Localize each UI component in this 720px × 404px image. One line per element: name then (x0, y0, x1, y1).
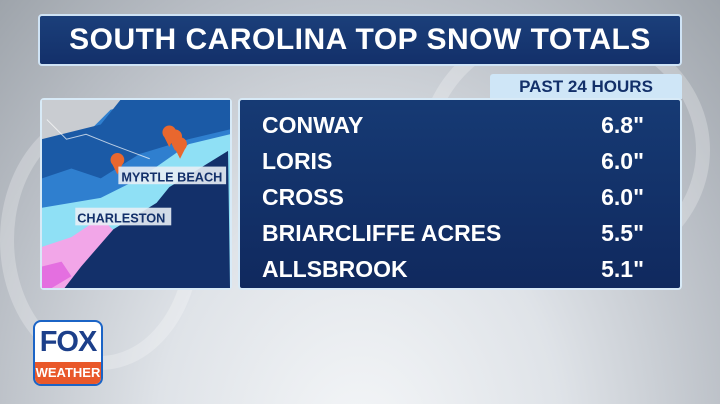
table-row: BRIARCLIFFE ACRES 5.5" (262, 220, 644, 247)
total: 5.5" (601, 220, 644, 246)
logo-weather: WEATHER (35, 362, 101, 384)
location: LORIS (262, 148, 333, 174)
total: 6.8" (601, 112, 644, 138)
table-row: CROSS 6.0" (262, 184, 644, 211)
location: BRIARCLIFFE ACRES (262, 220, 502, 246)
page-title: SOUTH CAROLINA TOP SNOW TOTALS (38, 14, 682, 66)
map-label-charleston: CHARLESTON (77, 210, 165, 225)
location: CONWAY (262, 112, 364, 138)
snow-totals-table: CONWAY 6.8" LORIS 6.0" CROSS 6.0" BRIARCLIF… (238, 98, 682, 290)
location: CROSS (262, 184, 344, 210)
table-row: ALLSBROOK 5.1" (262, 256, 644, 283)
period-label: PAST 24 HOURS (490, 74, 682, 99)
total: 5.1" (601, 256, 644, 282)
fox-weather-logo: FOX WEATHER (33, 320, 103, 386)
location-marker-icon (110, 125, 187, 175)
table-row: LORIS 6.0" (262, 148, 644, 175)
location: ALLSBROOK (262, 256, 408, 282)
snow-map: MYRTLE BEACH CHARLESTON (40, 98, 232, 290)
total: 6.0" (601, 148, 644, 174)
total: 6.0" (601, 184, 644, 210)
table-row: CONWAY 6.8" (262, 112, 644, 139)
map-label-myrtle-beach: MYRTLE BEACH (121, 169, 222, 184)
logo-fox: FOX (39, 326, 98, 358)
